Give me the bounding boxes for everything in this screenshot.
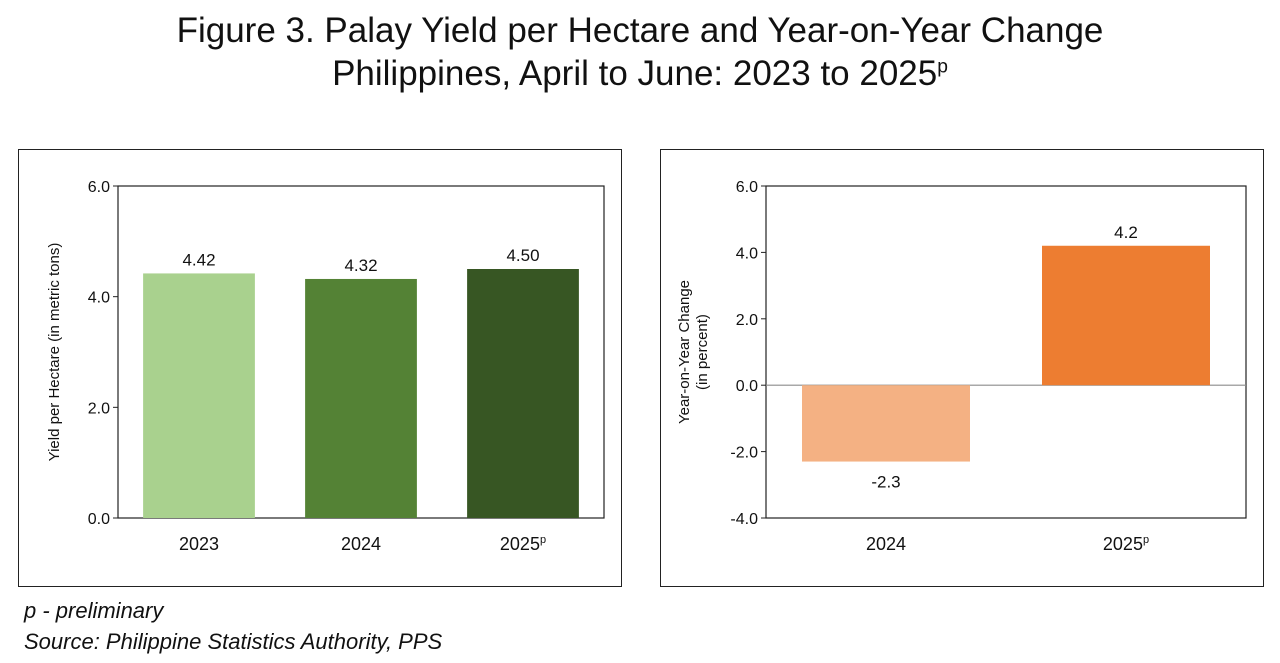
y-tick-label: 0.0	[736, 378, 758, 395]
data-label-2024: 4.32	[344, 256, 377, 275]
y-tick-label: 6.0	[736, 179, 758, 196]
x-tick-label-2023: 2023	[179, 534, 219, 554]
y-tick-label: 4.0	[736, 245, 758, 262]
data-label-2023: 4.42	[182, 250, 215, 269]
y-tick-label: 0.0	[88, 511, 110, 528]
data-label-2024: -2.3	[871, 473, 900, 492]
yoy-change-chart: -4.0 -2.0 0.0 2.0 4.0 6.0 -2.3 2024 4.2 2025p Year…	[676, 179, 1247, 554]
yield-chart-panel: 0.0 2.0 4.0 6.0 4.42 2023 4.32 2024 4.50 2025p Yie…	[18, 149, 622, 587]
y-tick-label: 2.0	[88, 400, 110, 417]
yoy-change-chart-panel: -4.0 -2.0 0.0 2.0 4.0 6.0 -2.3 2024 4.2 2025p Year…	[660, 149, 1264, 587]
bar-2024	[305, 278, 417, 518]
y-tick-label: 2.0	[736, 312, 758, 329]
figure-title-line2: Philippines, April to June: 2023 to 2025…	[0, 53, 1280, 95]
data-label-2025: 4.2	[1114, 223, 1138, 242]
footnote-source: Source: Philippine Statistics Authority,…	[24, 629, 443, 654]
figure-title-text-1: Figure 3. Palay Yield per Hectare and Ye…	[176, 11, 1104, 50]
figure-title-text-2: Philippines, April to June: 2023 to 2025	[332, 54, 938, 93]
figure-title-sup: p	[937, 56, 948, 78]
y-tick-label: 4.0	[88, 290, 110, 307]
data-label-2025: 4.50	[506, 246, 539, 265]
bar-2025	[467, 269, 579, 518]
figure-title-line1: Figure 3. Palay Yield per Hectare and Ye…	[0, 10, 1280, 52]
plot-area-frame	[765, 185, 1247, 519]
y-tick-label: 6.0	[88, 179, 110, 196]
x-tick-label-2025: 2025p	[1103, 534, 1149, 554]
bar-2023	[143, 273, 255, 518]
yield-chart: 0.0 2.0 4.0 6.0 4.42 2023 4.32 2024 4.50 2025p Yie…	[46, 179, 605, 554]
y-tick-label: -2.0	[730, 445, 758, 462]
x-tick-label-2025: 2025p	[500, 534, 546, 554]
footnote-preliminary: p - preliminary	[24, 598, 164, 623]
x-tick-label-2024: 2024	[341, 534, 381, 554]
y-axis-label: Year-on-Year Change	[676, 280, 693, 424]
y-axis-label: (in percent)	[694, 314, 711, 390]
bar-2025	[1042, 245, 1210, 386]
bar-2024	[802, 385, 970, 462]
y-axis-label: Yield per Hectare (in metric tons)	[46, 243, 63, 462]
x-tick-label-2024: 2024	[866, 534, 906, 554]
y-tick-label: -4.0	[730, 511, 758, 528]
